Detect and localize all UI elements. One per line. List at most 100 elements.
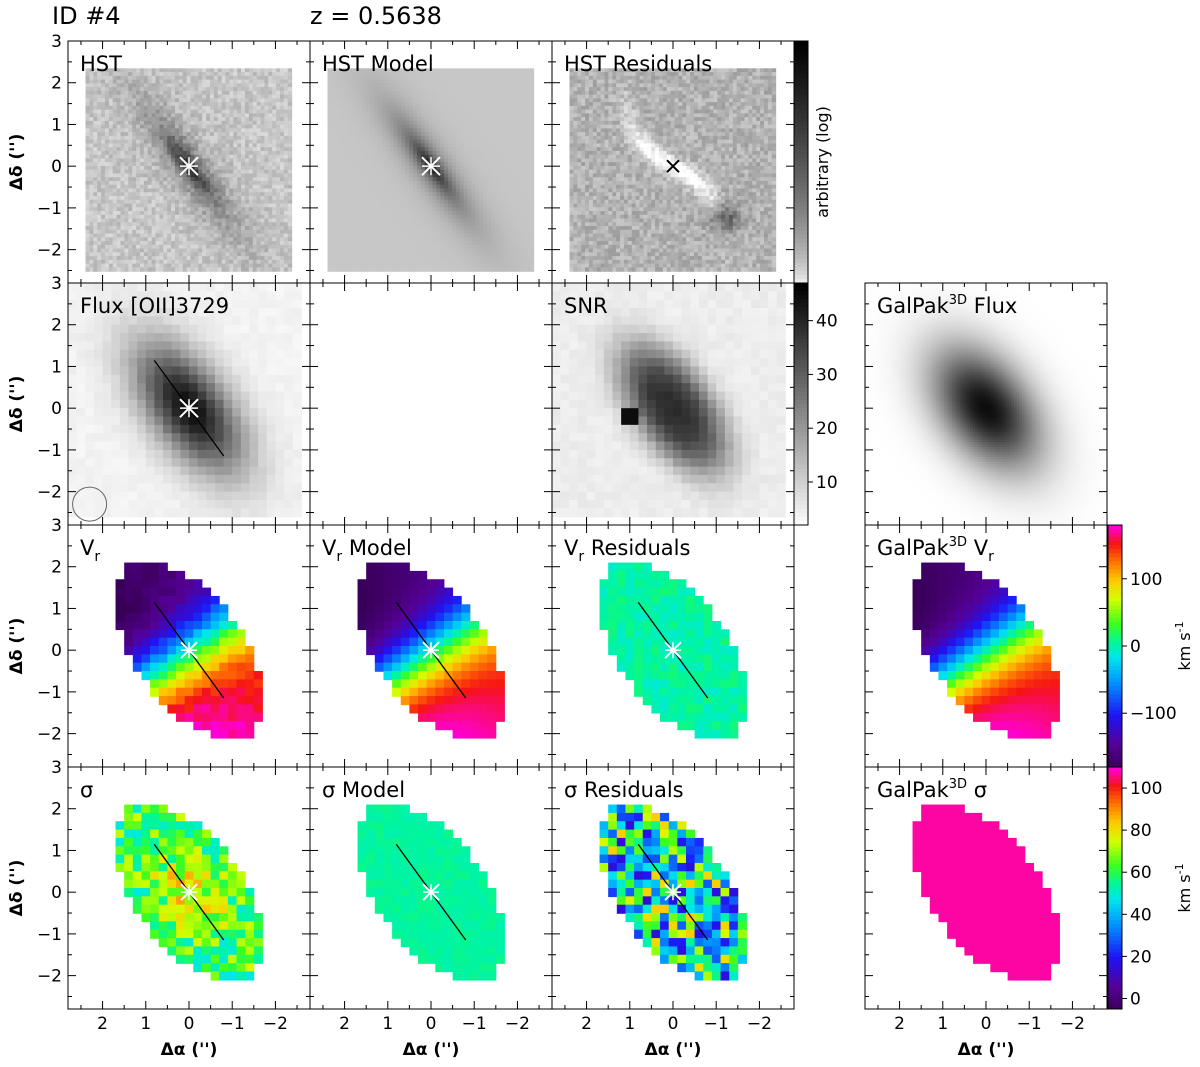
- map-pixel: [221, 211, 227, 216]
- map-pixel: [97, 169, 102, 175]
- map-pixel: [436, 120, 441, 126]
- map-pixel: [241, 154, 246, 160]
- map-pixel: [244, 188, 250, 193]
- map-pixel: [518, 90, 523, 96]
- map-pixel: [151, 248, 157, 253]
- map-pixel: [237, 83, 242, 88]
- map-pixel: [256, 192, 262, 197]
- map-pixel: [128, 177, 133, 182]
- map-pixel: [521, 105, 527, 111]
- map-pixel: [256, 173, 262, 178]
- map-pixel: [233, 203, 238, 208]
- map-pixel: [525, 192, 531, 197]
- map-pixel: [366, 83, 371, 88]
- map-pixel: [190, 226, 195, 231]
- map-pixel: [174, 158, 180, 163]
- map-pixel: [424, 169, 430, 175]
- map-pixel: [279, 177, 285, 182]
- map-pixel: [225, 237, 230, 242]
- map-pixel: [327, 180, 332, 186]
- map-pixel: [112, 102, 118, 107]
- map-pixel: [182, 169, 188, 175]
- map-pixel: [89, 154, 94, 160]
- map-pixel: [225, 83, 230, 88]
- map-pixel: [244, 109, 250, 115]
- map-pixel: [381, 75, 387, 81]
- map-pixel: [506, 169, 511, 175]
- map-pixel: [213, 177, 219, 182]
- map-pixel: [233, 83, 238, 88]
- map-pixel: [159, 218, 164, 223]
- map-pixel: [490, 199, 496, 205]
- map-pixel: [405, 143, 410, 148]
- map-pixel: [190, 211, 195, 216]
- map-pixel: [97, 207, 102, 212]
- map-pixel: [463, 169, 469, 175]
- map-pixel: [206, 117, 211, 122]
- map-pixel: [85, 169, 90, 175]
- map-pixel: [463, 143, 469, 148]
- map-pixel: [525, 139, 531, 145]
- map-pixel: [525, 79, 531, 85]
- map-pixel: [244, 192, 250, 197]
- map-pixel: [354, 192, 360, 197]
- map-pixel: [510, 184, 515, 190]
- map-pixel: [428, 150, 434, 156]
- map-pixel: [241, 150, 246, 156]
- map-pixel: [401, 162, 406, 167]
- map-pixel: [136, 75, 141, 81]
- map-pixel: [178, 237, 184, 242]
- map-pixel: [252, 75, 258, 81]
- map-pixel: [108, 214, 114, 220]
- map-pixel: [202, 222, 207, 227]
- map-pixel: [229, 150, 234, 156]
- map-pixel: [186, 90, 192, 96]
- map-pixel: [209, 244, 215, 250]
- map-pixel: [467, 105, 472, 111]
- map-pixel: [101, 173, 106, 178]
- map-pixel: [198, 248, 203, 253]
- map-pixel: [221, 263, 227, 269]
- map-pixel: [143, 72, 149, 77]
- map-pixel: [346, 117, 352, 122]
- map-pixel: [381, 120, 387, 126]
- map-pixel: [163, 203, 168, 208]
- map-pixel: [405, 109, 410, 115]
- map-pixel: [202, 196, 207, 201]
- map-pixel: [143, 267, 149, 272]
- map-pixel: [366, 154, 371, 160]
- map-pixel: [116, 147, 122, 152]
- map-pixel: [209, 214, 215, 220]
- map-pixel: [229, 180, 234, 186]
- map-pixel: [198, 75, 203, 81]
- map-pixel: [252, 169, 258, 175]
- map-pixel: [268, 214, 273, 220]
- map-pixel: [486, 180, 492, 186]
- map-pixel: [467, 158, 472, 163]
- map-pixel: [416, 147, 422, 152]
- map-pixel: [163, 192, 168, 197]
- map-pixel: [260, 222, 265, 227]
- map-pixel: [486, 147, 492, 152]
- map-pixel: [244, 233, 250, 238]
- map-pixel: [479, 169, 484, 175]
- map-pixel: [264, 248, 269, 253]
- map-pixel: [393, 102, 399, 107]
- map-pixel: [362, 94, 367, 100]
- map-pixel: [279, 79, 285, 85]
- map-pixel: [159, 109, 164, 115]
- map-pixel: [101, 143, 106, 148]
- map-pixel: [256, 72, 262, 77]
- map-pixel: [248, 154, 254, 160]
- map-pixel: [331, 196, 336, 201]
- map-pixel: [93, 72, 98, 77]
- map-pixel: [225, 256, 230, 261]
- map-pixel: [346, 109, 352, 115]
- map-pixel: [362, 117, 367, 122]
- map-pixel: [339, 177, 344, 182]
- map-pixel: [374, 199, 379, 205]
- map-pixel: [143, 180, 149, 186]
- map-pixel: [256, 207, 262, 212]
- map-pixel: [327, 87, 332, 92]
- map-pixel: [112, 79, 118, 85]
